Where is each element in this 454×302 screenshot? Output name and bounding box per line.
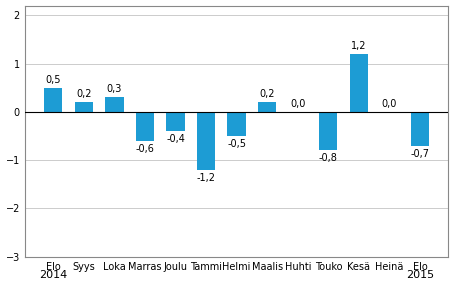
Bar (258, 102, 276, 112)
Text: 0,0: 0,0 (290, 99, 306, 109)
Bar (136, 112, 154, 141)
Text: 2015: 2015 (406, 270, 434, 280)
Bar (74, 102, 93, 112)
Text: -0,6: -0,6 (135, 144, 154, 154)
Text: -0,8: -0,8 (319, 153, 338, 163)
Bar (319, 112, 337, 150)
Bar (350, 54, 368, 112)
Text: -0,7: -0,7 (410, 149, 429, 159)
Bar (197, 112, 215, 170)
Text: 1,2: 1,2 (351, 41, 367, 51)
Bar (166, 112, 185, 131)
Text: 0,5: 0,5 (45, 75, 61, 85)
Bar (44, 88, 62, 112)
Text: 0,2: 0,2 (76, 89, 92, 99)
Text: -0,5: -0,5 (227, 139, 246, 149)
Bar (105, 97, 123, 112)
Bar (227, 112, 246, 136)
Text: 0,2: 0,2 (259, 89, 275, 99)
Text: -0,4: -0,4 (166, 134, 185, 144)
Text: -1,2: -1,2 (197, 173, 216, 183)
Text: 2014: 2014 (39, 270, 67, 280)
Text: 0,0: 0,0 (382, 99, 397, 109)
Text: 0,3: 0,3 (107, 85, 122, 95)
Bar (411, 112, 429, 146)
